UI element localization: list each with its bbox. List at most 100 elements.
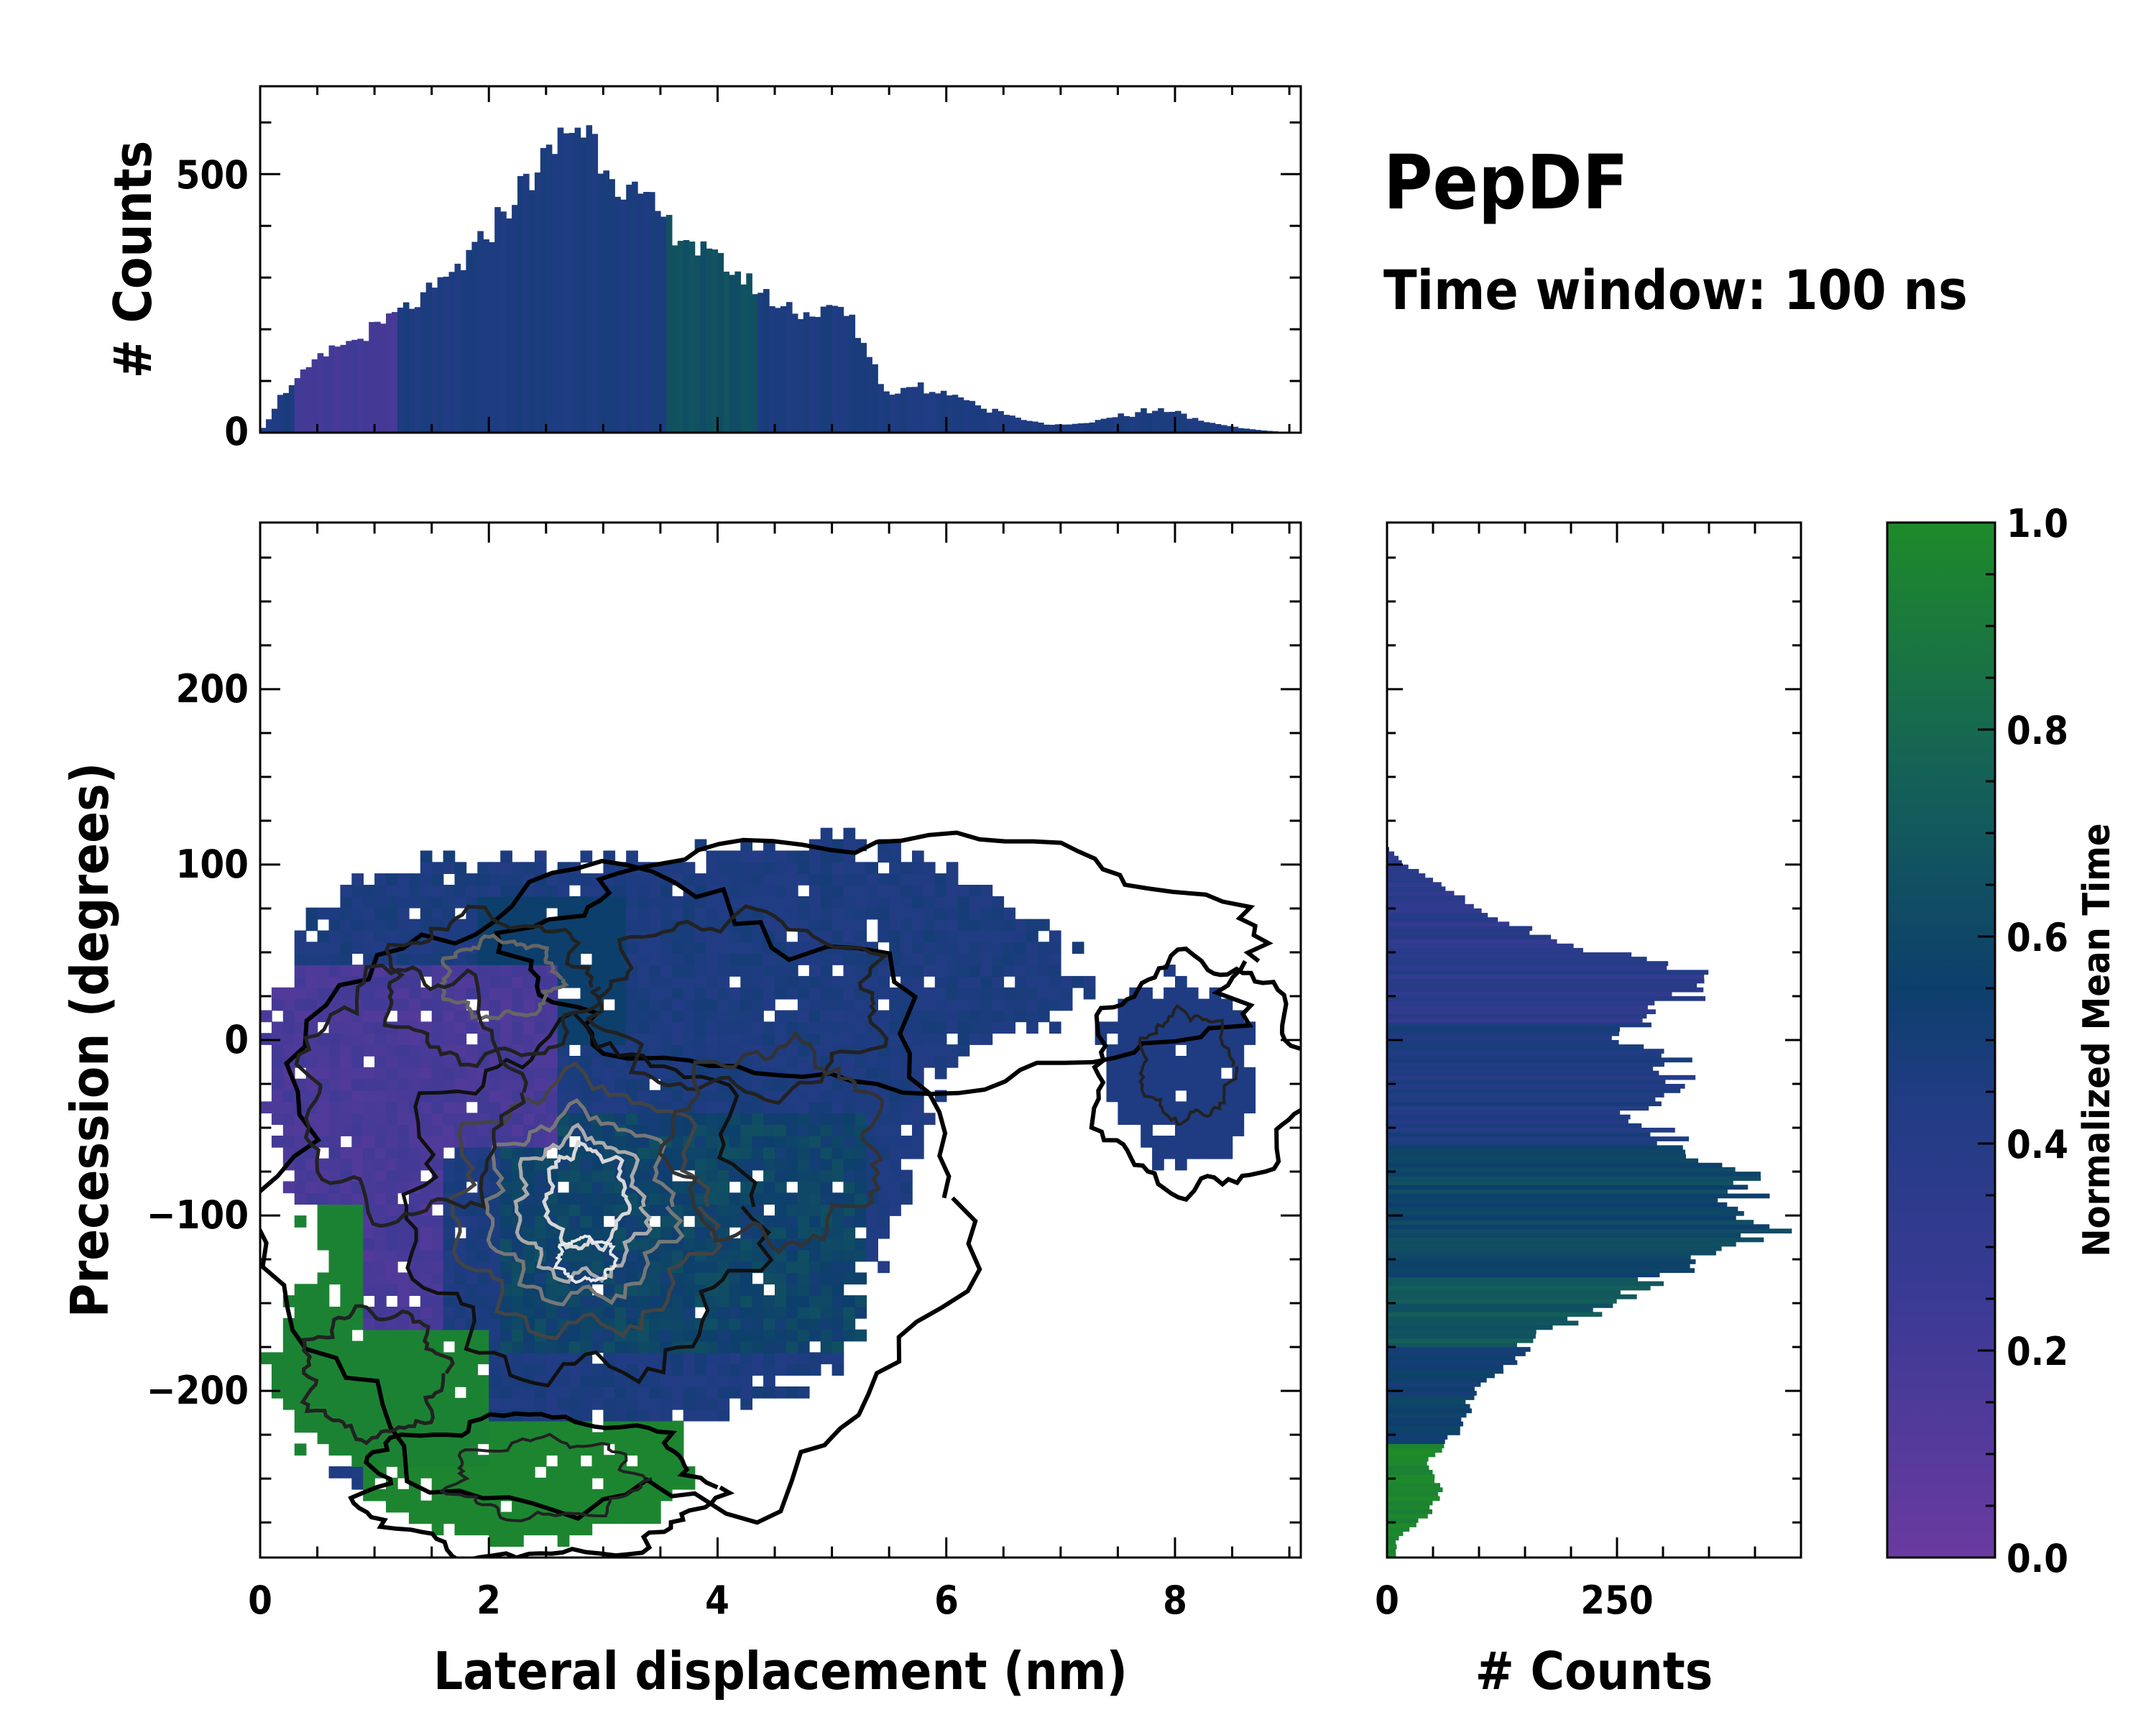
heatmap-cell	[683, 953, 696, 965]
heatmap-cell	[294, 942, 307, 954]
heatmap-cell	[523, 1466, 535, 1478]
heatmap-cell	[282, 1033, 295, 1045]
heatmap-cell	[386, 1033, 398, 1045]
heatmap-cell	[992, 896, 1005, 908]
heatmap-cell	[980, 885, 993, 897]
heatmap-cell	[408, 1044, 421, 1057]
heatmap-cell	[797, 1352, 810, 1365]
heatmap-cell	[649, 1317, 661, 1330]
heatmap-cell	[568, 1249, 581, 1262]
heatmap-cell	[328, 1067, 341, 1080]
heatmap-cell	[557, 1352, 570, 1365]
right-hist-bar	[1387, 1088, 1681, 1093]
top-hist-bar	[860, 343, 867, 433]
heatmap-cell	[854, 953, 867, 965]
main-ylabel: Precession (degrees)	[60, 763, 120, 1318]
heatmap-cell	[831, 896, 844, 908]
top-hist-bar	[791, 313, 798, 433]
heatmap-cell	[431, 1272, 444, 1285]
heatmap-cell	[831, 1261, 844, 1274]
heatmap-cell	[431, 862, 444, 874]
heatmap-cell	[408, 1261, 421, 1274]
heatmap-cell	[1015, 975, 1027, 988]
top-hist-bar	[431, 288, 438, 433]
heatmap-cell	[443, 1261, 456, 1274]
heatmap-cell	[626, 1363, 638, 1376]
heatmap-cell	[740, 975, 752, 988]
heatmap-cell	[340, 1044, 353, 1057]
heatmap-cell	[340, 942, 353, 954]
heatmap-cell	[603, 1124, 616, 1136]
heatmap-cell	[866, 1067, 878, 1080]
heatmap-cell	[706, 862, 719, 874]
heatmap-cell	[729, 1238, 742, 1251]
heatmap-cell	[477, 1512, 489, 1524]
heatmap-cell	[374, 1056, 387, 1068]
heatmap-cell	[1186, 1078, 1199, 1091]
heatmap-cell	[808, 1307, 821, 1319]
top-hist-bar	[683, 240, 690, 433]
heatmap-cell	[889, 1124, 901, 1136]
heatmap-cell	[637, 975, 650, 988]
heatmap-cell	[282, 1044, 295, 1057]
heatmap-cell	[374, 1272, 387, 1285]
contour-level	[484, 1098, 685, 1307]
top-hist-bar	[923, 393, 930, 433]
heatmap-cell	[397, 1169, 410, 1182]
heatmap-cell	[637, 873, 650, 886]
heatmap-cell	[317, 1226, 330, 1239]
top-hist-bar	[425, 282, 433, 433]
heatmap-cell	[912, 1056, 924, 1068]
heatmap-cell	[340, 987, 353, 1000]
heatmap-cell	[752, 1056, 764, 1068]
heatmap-cell	[637, 1489, 650, 1501]
heatmap-cell	[523, 1523, 535, 1536]
heatmap-cell	[626, 1397, 638, 1410]
heatmap-cell	[1038, 975, 1050, 988]
heatmap-cell	[386, 1317, 398, 1330]
heatmap-cell	[500, 1033, 512, 1045]
heatmap-cell	[545, 1466, 558, 1478]
heatmap-cell	[694, 1238, 707, 1251]
heatmap-cell	[729, 1010, 742, 1023]
heatmap-cell	[454, 1307, 467, 1319]
heatmap-cell	[694, 1397, 707, 1410]
heatmap-cell	[808, 896, 821, 908]
heatmap-cell	[637, 1386, 650, 1399]
top-hist-bar	[620, 199, 627, 433]
heatmap-cell	[351, 1443, 364, 1456]
heatmap-cell	[489, 998, 501, 1011]
heatmap-cell	[1209, 1078, 1222, 1091]
heatmap-cell	[660, 1204, 673, 1216]
heatmap-cell	[534, 1477, 547, 1490]
heatmap-cell	[408, 1489, 421, 1501]
heatmap-cell	[957, 919, 970, 932]
heatmap-cell	[626, 987, 638, 1000]
heatmap-cell	[374, 896, 387, 908]
heatmap-cell	[831, 1307, 844, 1319]
heatmap-cell	[1038, 953, 1050, 965]
top-hist-bar	[1003, 415, 1010, 433]
heatmap-cell	[683, 1272, 696, 1285]
heatmap-cell	[477, 1386, 489, 1399]
heatmap-cell	[397, 1158, 410, 1171]
heatmap-cell	[683, 1284, 696, 1296]
heatmap-cell	[649, 975, 661, 988]
heatmap-cell	[580, 1215, 593, 1228]
heatmap-cell	[317, 1284, 330, 1296]
heatmap-cell	[328, 1113, 341, 1125]
heatmap-cell	[854, 1067, 867, 1080]
heatmap-cell	[1038, 942, 1050, 954]
heatmap-cell	[706, 896, 719, 908]
heatmap-cell	[1232, 1090, 1245, 1103]
heatmap-cell	[889, 987, 901, 1000]
heatmap-cell	[808, 919, 821, 932]
right-hist-bar	[1387, 1425, 1460, 1431]
heatmap-cell	[831, 1363, 844, 1376]
heatmap-cell	[671, 1146, 684, 1159]
heatmap-cell	[374, 1284, 387, 1296]
heatmap-cell	[363, 1226, 375, 1239]
heatmap-cell	[1141, 1010, 1153, 1023]
heatmap-cell	[545, 942, 558, 954]
heatmap-cell	[934, 1010, 947, 1023]
